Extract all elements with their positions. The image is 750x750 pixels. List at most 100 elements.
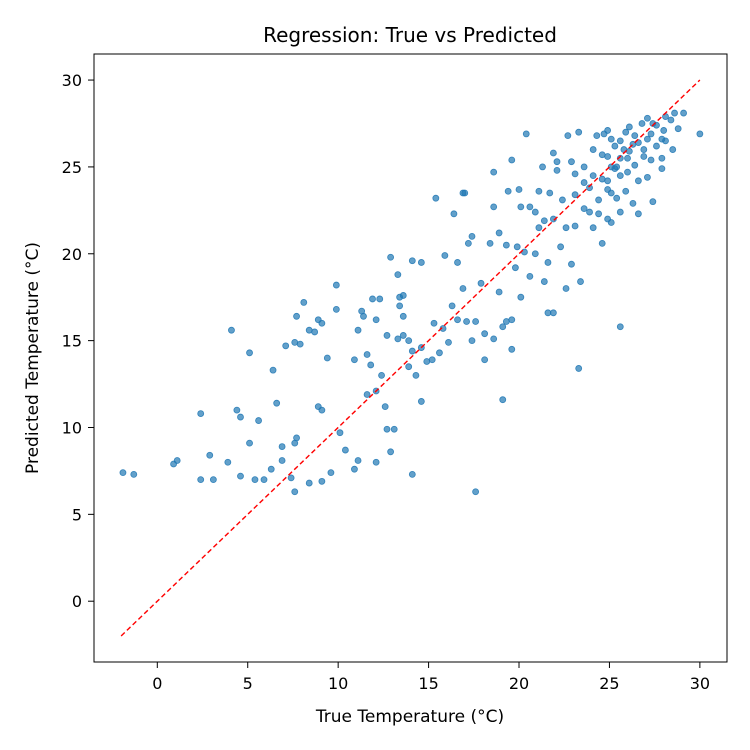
scatter-point [595, 196, 602, 204]
scatter-point [387, 448, 395, 456]
scatter-point [549, 309, 557, 317]
scatter-point [638, 120, 646, 127]
scatter-point [332, 281, 340, 289]
scatter-point [237, 413, 244, 421]
scatter-point [481, 330, 489, 338]
y-tick-label: 10 [62, 418, 82, 437]
scatter-point [625, 123, 633, 131]
x-tick-label: 20 [509, 674, 529, 693]
scatter-point [396, 302, 404, 310]
y-tick-label: 5 [72, 505, 82, 524]
scatter-point [436, 349, 443, 357]
scatter-point [671, 109, 678, 117]
x-tick-label: 25 [599, 674, 619, 693]
scatter-point [363, 391, 371, 398]
scatter-point [293, 434, 300, 442]
scatter-point [553, 158, 561, 166]
scatter-point [293, 312, 300, 320]
scatter-point [647, 156, 655, 164]
scatter-point [408, 257, 416, 265]
scatter-point [354, 326, 362, 334]
scatter-point [499, 323, 507, 331]
scatter-point [595, 210, 602, 218]
scatter-point [653, 142, 660, 150]
scatter-point [531, 250, 539, 258]
scatter-point [589, 146, 597, 153]
scatter-point [461, 189, 469, 197]
scatter-point [372, 316, 380, 324]
scatter-point [445, 338, 452, 346]
scatter-point [544, 259, 552, 266]
scatter-point [323, 354, 331, 362]
scatter-point [607, 219, 615, 226]
scatter-point [522, 130, 530, 138]
scatter-point [647, 130, 655, 138]
scatter-point [130, 470, 138, 478]
scatter-point [369, 295, 376, 303]
scatter-point [300, 299, 308, 306]
scatter-point [644, 173, 651, 181]
scatter-point [394, 271, 402, 279]
scatter-point [381, 403, 389, 411]
scatter-point [454, 259, 461, 266]
scatter-point [662, 137, 669, 145]
scatter-point [616, 137, 624, 145]
y-tick-label: 0 [72, 592, 82, 611]
scatter-point [508, 316, 516, 324]
scatter-point [372, 458, 380, 466]
scatter-point [318, 477, 326, 485]
scatter-point [273, 399, 281, 407]
scatter-point [604, 153, 612, 160]
scatter-point [580, 179, 588, 186]
scatter-point [531, 208, 539, 216]
scatter-point [417, 259, 425, 266]
scatter-point [318, 319, 326, 327]
scatter-point [504, 187, 512, 195]
scatter-point [644, 114, 651, 122]
scatter-point [490, 335, 498, 343]
scatter-point [267, 465, 275, 473]
scatter-point [517, 293, 525, 301]
scatter-point [577, 278, 584, 285]
scatter-point [399, 292, 407, 299]
scatter-point [667, 116, 675, 124]
scatter-point [387, 253, 395, 261]
scatter-point [624, 154, 631, 162]
scatter-point [341, 446, 349, 454]
y-tick-label: 25 [62, 158, 82, 177]
scatter-point [640, 146, 648, 153]
scatter-point [613, 194, 621, 202]
scatter-point [197, 410, 205, 417]
scatter-point [571, 191, 579, 199]
scatter-point [432, 194, 440, 202]
scatter-point [564, 132, 572, 140]
scatter-point [535, 224, 543, 232]
scatter-point [468, 337, 476, 345]
scatter-point [354, 457, 362, 464]
scatter-point [269, 366, 277, 374]
scatter-point [611, 142, 619, 150]
scatter-point [526, 272, 534, 280]
scatter-point [412, 371, 420, 379]
scatter-point [291, 488, 299, 496]
scatter-point [680, 109, 687, 117]
scatter-point [477, 279, 485, 287]
scatter-point [562, 285, 570, 292]
scatter-point [616, 208, 624, 216]
scatter-point [526, 203, 534, 211]
scatter-point [468, 232, 476, 240]
scatter-point [448, 302, 456, 310]
scatter-point [399, 332, 407, 339]
scatter-point [589, 224, 597, 232]
scatter-point [282, 342, 290, 350]
scatter-point [631, 132, 639, 140]
x-tick-label: 15 [418, 674, 438, 693]
scatter-point [224, 458, 232, 466]
scatter-point [173, 457, 181, 464]
scatter-point [559, 196, 566, 204]
scatter-point [607, 189, 615, 197]
scatter-point [237, 472, 244, 480]
scatter-point [206, 451, 214, 459]
